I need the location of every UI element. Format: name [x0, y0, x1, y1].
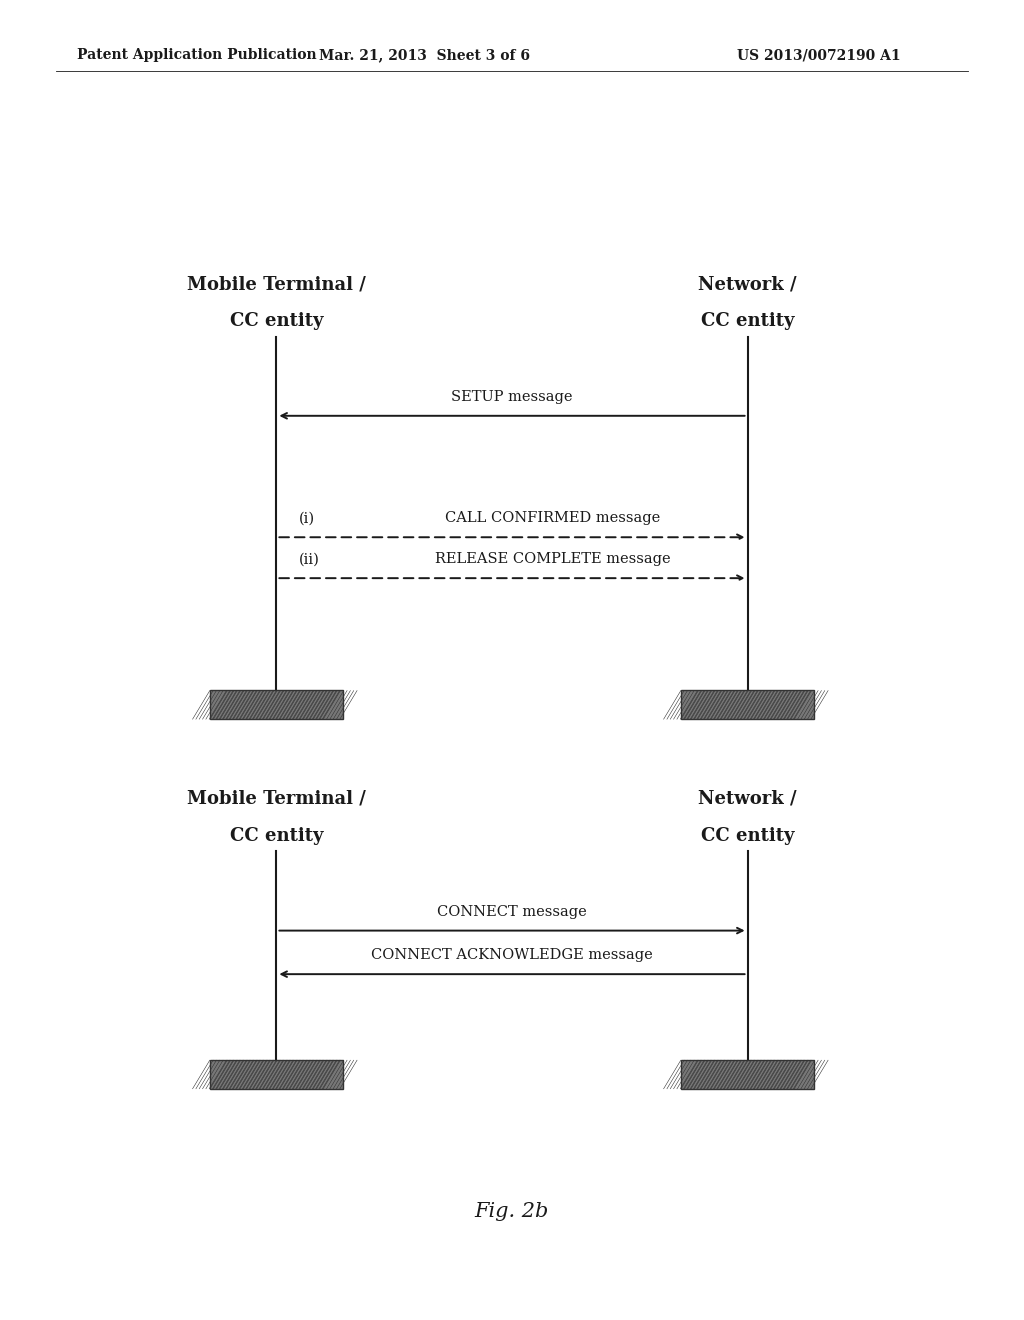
Text: SETUP message: SETUP message [452, 389, 572, 404]
Bar [681, 1060, 814, 1089]
Text: US 2013/0072190 A1: US 2013/0072190 A1 [737, 49, 901, 62]
Text: CONNECT message: CONNECT message [437, 904, 587, 919]
Text: CC entity: CC entity [700, 826, 795, 845]
Text: Patent Application Publication: Patent Application Publication [77, 49, 316, 62]
Text: CALL CONFIRMED message: CALL CONFIRMED message [445, 511, 660, 525]
Text: CC entity: CC entity [229, 826, 324, 845]
Text: CC entity: CC entity [700, 312, 795, 330]
Text: Mobile Terminal /: Mobile Terminal / [187, 275, 366, 293]
Bar [681, 690, 814, 719]
Text: (ii): (ii) [299, 552, 319, 566]
Text: RELEASE COMPLETE message: RELEASE COMPLETE message [435, 552, 671, 566]
Text: Network /: Network / [698, 789, 797, 808]
Text: Mobile Terminal /: Mobile Terminal / [187, 789, 366, 808]
Text: CONNECT ACKNOWLEDGE message: CONNECT ACKNOWLEDGE message [371, 948, 653, 962]
Text: Mar. 21, 2013  Sheet 3 of 6: Mar. 21, 2013 Sheet 3 of 6 [319, 49, 530, 62]
Text: (i): (i) [299, 511, 315, 525]
Bar [210, 1060, 343, 1089]
Text: Fig. 2b: Fig. 2b [475, 1203, 549, 1221]
Bar [210, 690, 343, 719]
Text: Network /: Network / [698, 275, 797, 293]
Text: CC entity: CC entity [229, 312, 324, 330]
